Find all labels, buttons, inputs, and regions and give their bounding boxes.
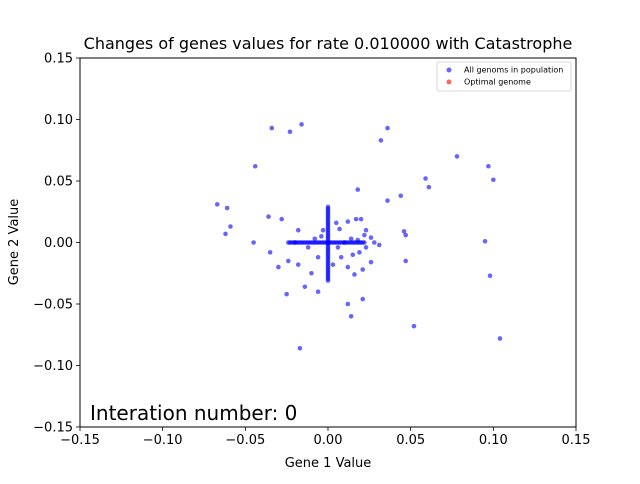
data-point (368, 235, 374, 240)
data-point (353, 216, 359, 222)
x-axis-label: Gene 1 Value (285, 456, 372, 471)
x-tick-label: 0.00 (314, 433, 343, 448)
x-axis-ticks: −0.15 −0.10 −0.05 0.00 0.05 0.10 0.15 (60, 427, 590, 448)
data-point (482, 238, 488, 244)
data-point (338, 254, 344, 260)
data-point (403, 232, 409, 238)
data-point (385, 198, 390, 203)
data-point (360, 296, 366, 302)
y-tick-label: 0.15 (44, 52, 73, 67)
data-point (426, 184, 432, 190)
data-point (251, 240, 256, 245)
data-point (269, 125, 275, 131)
data-point (287, 129, 293, 135)
legend-label-population: All genoms in population (464, 66, 563, 75)
data-point (348, 314, 354, 319)
data-point (330, 262, 336, 267)
x-tick-label: 0.15 (562, 433, 591, 448)
data-point (352, 272, 357, 277)
x-tick-label: −0.15 (60, 433, 100, 448)
data-point (358, 216, 364, 222)
data-point (315, 254, 321, 260)
data-point (252, 163, 258, 169)
data-point (423, 176, 428, 181)
data-point (335, 245, 341, 250)
y-tick-label: −0.05 (33, 298, 73, 313)
data-point (320, 227, 326, 233)
data-point (362, 232, 367, 238)
data-point (398, 193, 404, 199)
data-point (376, 242, 382, 248)
data-point (487, 273, 493, 279)
chart-title: Changes of genes values for rate 0.01000… (84, 34, 573, 53)
data-point (378, 138, 384, 143)
data-point (411, 323, 417, 329)
legend: All genoms in population Optimal genome (436, 61, 572, 92)
data-point (284, 291, 289, 297)
y-axis-label: Gene 2 Value (7, 199, 22, 286)
y-tick-label: 0.10 (44, 113, 73, 128)
legend-box (436, 61, 572, 92)
x-tick-label: 0.10 (479, 433, 508, 448)
data-point (363, 227, 369, 233)
points-layer (214, 122, 503, 351)
iteration-annotation: Interation number: 0 (90, 401, 297, 425)
data-point (297, 345, 303, 351)
data-point (309, 270, 314, 276)
data-point (325, 204, 331, 210)
data-point (319, 234, 324, 239)
data-point (286, 258, 291, 264)
x-tick-label: −0.05 (225, 433, 265, 448)
data-point (223, 231, 228, 237)
data-point (491, 177, 496, 183)
data-point (295, 262, 301, 267)
x-tick-label: 0.05 (396, 433, 425, 448)
data-point (224, 205, 230, 211)
data-point (363, 245, 369, 250)
data-point (266, 214, 271, 219)
y-tick-label: 0.05 (44, 175, 73, 190)
data-point (385, 125, 390, 131)
data-point (401, 229, 407, 234)
data-point (403, 258, 409, 264)
data-point (279, 216, 285, 222)
legend-marker-optimal (446, 79, 452, 85)
y-tick-label: −0.10 (33, 359, 73, 374)
data-point (267, 250, 273, 255)
data-point (337, 226, 342, 232)
data-point (295, 227, 301, 233)
data-point (454, 154, 460, 159)
data-point (312, 236, 318, 242)
legend-label-optimal: Optimal genome (464, 78, 531, 87)
data-point (355, 187, 361, 192)
data-point (371, 240, 377, 245)
data-point (305, 245, 311, 250)
data-point (362, 240, 367, 245)
data-point (345, 301, 351, 307)
data-point (276, 264, 281, 270)
x-tick-label: −0.10 (143, 433, 183, 448)
y-tick-label: −0.15 (33, 421, 73, 436)
data-point (345, 264, 351, 270)
data-point (302, 284, 308, 290)
data-point (350, 252, 356, 258)
data-point (214, 202, 220, 207)
data-point (299, 122, 304, 127)
data-point (357, 250, 362, 255)
data-point (368, 259, 374, 265)
data-point (315, 289, 321, 295)
data-point (345, 219, 351, 224)
data-point (497, 336, 503, 341)
data-point (333, 220, 339, 226)
data-point (486, 163, 491, 169)
data-point (360, 267, 366, 272)
data-point (228, 224, 233, 229)
y-axis-ticks: −0.15 −0.10 −0.05 0.00 0.05 0.10 0.15 (33, 52, 80, 436)
y-tick-label: 0.00 (44, 236, 73, 251)
data-point (348, 236, 354, 242)
legend-marker-population (446, 67, 452, 73)
